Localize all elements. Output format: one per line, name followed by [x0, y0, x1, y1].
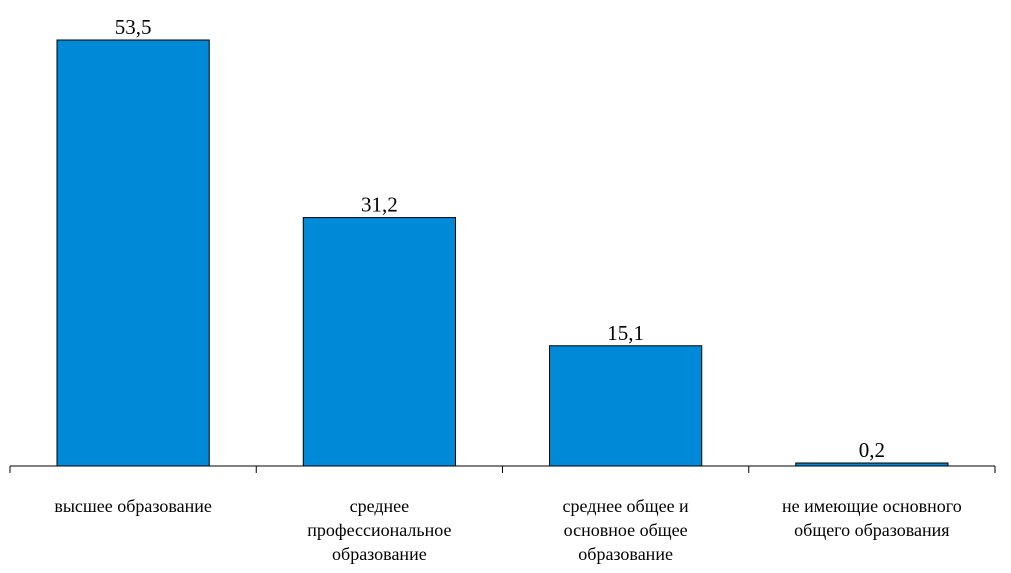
category-label-line: среднее общее и: [563, 496, 690, 516]
category-label: высшее образование: [54, 496, 212, 516]
category-label-line: среднее: [350, 496, 410, 516]
category-label-line: образование: [578, 544, 673, 564]
bars-group: [56, 39, 949, 467]
category-label: среднее общее и основное общее образование: [563, 496, 690, 564]
category-label-line: основное общее: [564, 520, 688, 540]
category-label-line: высшее образование: [54, 496, 212, 516]
bar-value-label: 31,2: [361, 193, 398, 217]
bar: [302, 217, 456, 467]
bar-value-label: 0,2: [859, 438, 885, 462]
bar: [56, 39, 210, 467]
category-label: не имеющие основного общего образования: [782, 496, 962, 540]
category-label-line: не имеющие основного: [782, 496, 962, 516]
category-label-line: общего образования: [794, 520, 949, 540]
bar-value-label: 53,5: [115, 15, 152, 39]
bar-value-label: 15,1: [607, 321, 644, 345]
category-label-line: профессиональное: [307, 520, 451, 540]
x-axis-ticks-group: [9, 466, 996, 473]
category-label-line: образование: [332, 544, 427, 564]
value-labels-group: 53,5 31,2 15,1 0,2: [115, 15, 885, 462]
bar: [549, 345, 703, 467]
category-labels-group: высшее образование среднее профессионально…: [54, 496, 961, 564]
category-label: среднее профессиональное образование: [307, 496, 451, 564]
